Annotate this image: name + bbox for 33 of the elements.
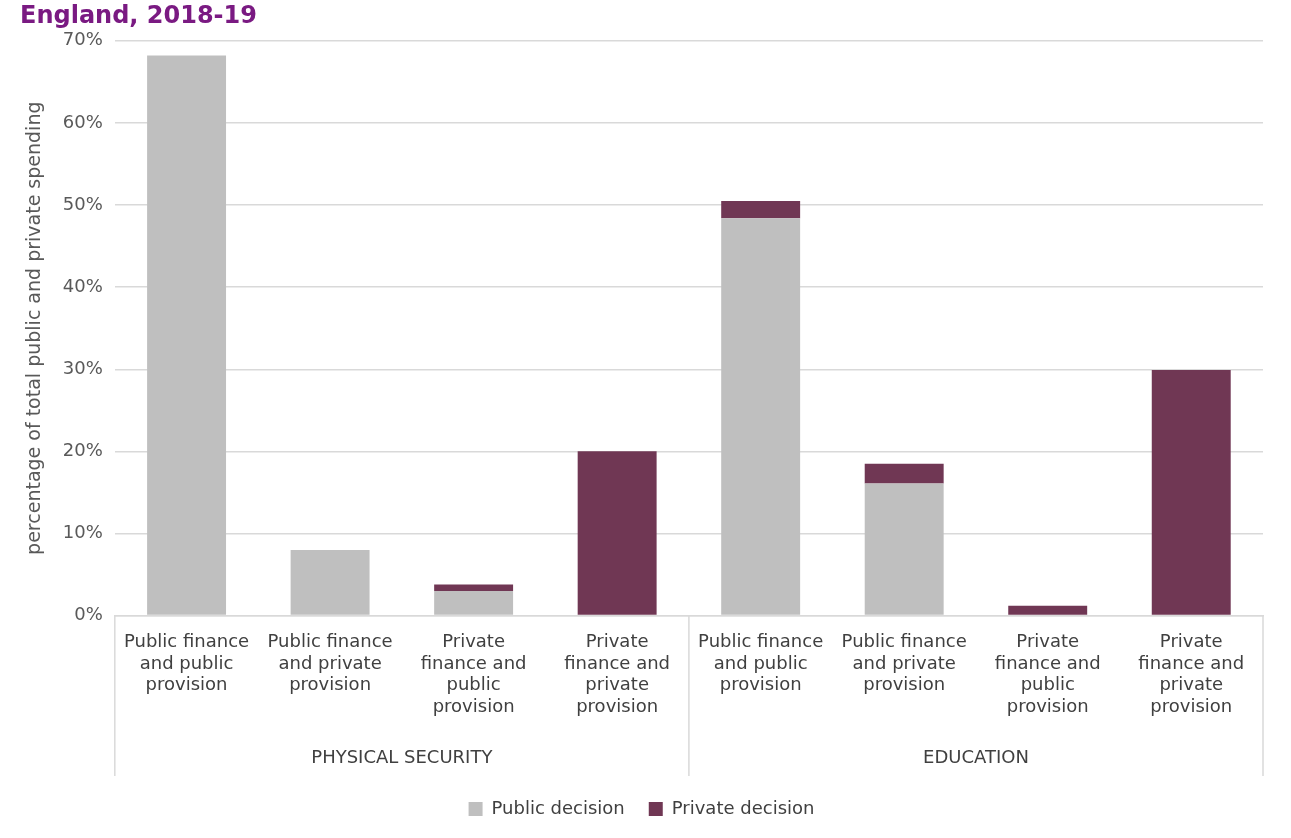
legend-label: Private decision (671, 796, 815, 818)
bar (290, 549, 370, 615)
y-tick-label: 30% (62, 356, 103, 378)
bar (1151, 370, 1231, 615)
y-tick-label: 70% (62, 28, 103, 50)
x-tick-label: Public finance and private provision (841, 630, 967, 695)
x-tick-label: Public finance and private provision (267, 630, 393, 695)
y-tick-label: 10% (62, 521, 103, 543)
y-tick-label: 50% (62, 192, 103, 214)
y-tick-label: 20% (62, 439, 103, 461)
y-axis-title: percentage of total public and private spending (22, 101, 45, 555)
y-tick-label: 60% (62, 110, 103, 132)
legend-label: Public decision (491, 796, 625, 818)
bar (721, 218, 801, 615)
x-tick-label: Private finance and private provision (1138, 630, 1245, 716)
bar (577, 451, 657, 615)
x-tick-label: Public finance and public provision (123, 630, 250, 695)
bar (721, 200, 801, 219)
y-tick-label: 40% (62, 274, 103, 296)
y-tick-label: 0% (74, 603, 103, 625)
x-tick-label: Public finance and public provision (698, 630, 824, 695)
bar (1008, 605, 1088, 615)
bar (434, 584, 514, 591)
text: PHYSICAL SECURITY (311, 745, 494, 767)
text: EDUCATION (923, 745, 1029, 767)
x-tick-label: Private finance and public provision (994, 630, 1101, 716)
x-tick-label: Private finance and public provision (420, 630, 527, 716)
bar (147, 55, 227, 615)
bar (864, 463, 944, 484)
bar (864, 483, 944, 615)
x-tick-label: Private finance and private provision (564, 630, 671, 716)
bar (434, 590, 514, 615)
chart-title: England, 2018-19 (20, 0, 257, 29)
